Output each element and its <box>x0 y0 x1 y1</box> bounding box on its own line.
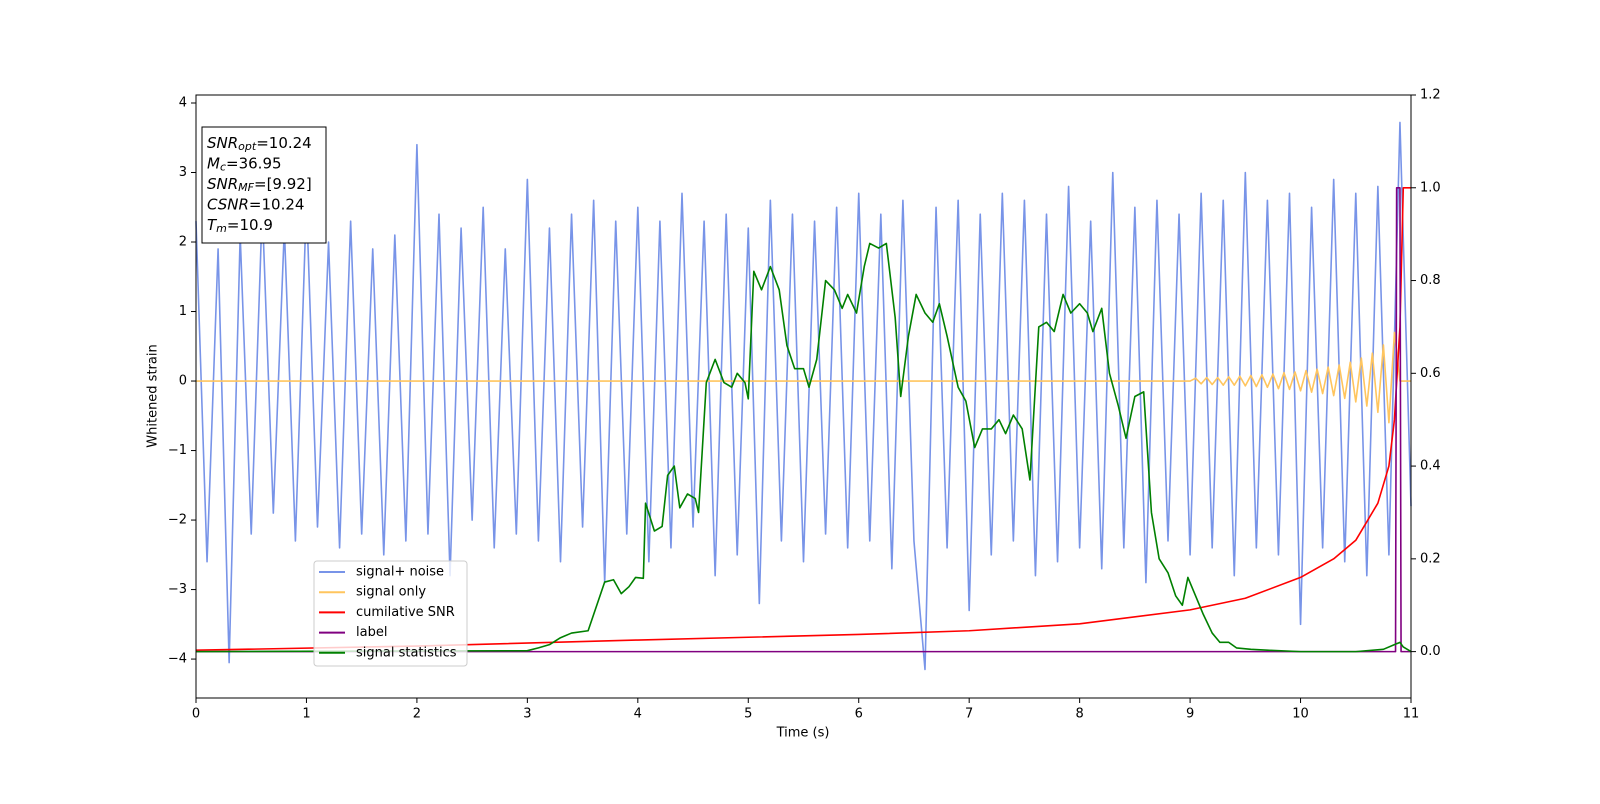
y-tick-label: 2 <box>179 235 187 250</box>
y2-tick-label: 1.2 <box>1420 88 1441 103</box>
series-line <box>195 242 1412 653</box>
annotation-value: =36.95 <box>226 154 282 172</box>
legend-label: signal statistics <box>356 645 457 660</box>
legend-label: signal only <box>356 585 426 600</box>
annotation-sub: MF <box>238 181 254 194</box>
y2-tick-label: 1.0 <box>1420 180 1441 195</box>
axes-frame <box>195 94 1412 699</box>
y-tick-label: 1 <box>179 304 187 319</box>
y2-tick-label: 0.4 <box>1420 459 1441 474</box>
x-axis-label: Time (s) <box>776 726 830 741</box>
x-tick-label: 1 <box>302 707 310 722</box>
plot-area <box>195 121 1412 671</box>
legend-label: label <box>356 625 387 640</box>
y-tick-label: 0 <box>179 374 187 389</box>
x-tick-label: 4 <box>634 707 642 722</box>
y-tick-label: −2 <box>168 513 187 528</box>
legend: signal+ noise signal only cumilative SNR la… <box>313 560 468 667</box>
series-line <box>196 186 1411 653</box>
annotation-line: SNRMF=[9.92] <box>207 175 312 195</box>
annotation-line: CSNR=10.24 <box>207 195 304 213</box>
annotation-name: T <box>207 216 218 234</box>
y-tick-label: −3 <box>168 582 187 597</box>
y-axis-label: Whitened strain <box>146 344 161 447</box>
x-tick-label: 11 <box>1403 707 1420 722</box>
annotation-sub: m <box>216 222 227 235</box>
series-line <box>195 121 1412 671</box>
x-tick-label: 5 <box>744 707 752 722</box>
y2-tick-label: 0.0 <box>1420 644 1441 659</box>
legend-label: cumilative SNR <box>356 605 455 620</box>
x-tick-label: 6 <box>855 707 863 722</box>
annotation-value: =10.24 <box>256 134 312 152</box>
annotation-value: =10.9 <box>227 216 273 234</box>
legend-frame <box>313 560 468 667</box>
y2-tick-label: 0.2 <box>1420 551 1441 566</box>
annotation-sub: opt <box>238 140 257 153</box>
x-tick-label: 2 <box>413 707 421 722</box>
x-tick-label: 8 <box>1075 707 1083 722</box>
x-tick-label: 7 <box>965 707 973 722</box>
x-tick-label: 0 <box>192 707 200 722</box>
legend-label: signal+ noise <box>356 565 444 580</box>
annotation-line: SNRopt=10.24 <box>207 134 312 154</box>
annotation-box: SNRopt=10.24Mc=36.95SNRMF=[9.92]CSNR=10.… <box>201 126 327 244</box>
y2-tick-label: 0.8 <box>1420 273 1441 288</box>
y-tick-label: −1 <box>168 443 187 458</box>
series-line <box>196 331 1411 424</box>
y-tick-label: −4 <box>168 652 187 667</box>
annotation-name: SNR <box>207 175 238 193</box>
annotation-name: CSNR <box>207 195 249 213</box>
annotation-line: Tm=10.9 <box>207 216 273 236</box>
y-tick-label: 4 <box>179 95 187 110</box>
annotation-frame <box>201 126 327 244</box>
x-tick-label: 9 <box>1186 707 1194 722</box>
x-tick-label: 10 <box>1292 707 1309 722</box>
annotation-name: SNR <box>207 134 238 152</box>
annotation-name: M <box>207 154 220 172</box>
annotation-sub: c <box>220 161 226 174</box>
y-tick-label: 3 <box>179 165 187 180</box>
annotation-value: =10.24 <box>249 195 305 213</box>
x-tick-label: 3 <box>523 707 531 722</box>
y2-tick-label: 0.6 <box>1420 366 1441 381</box>
annotation-value: =[9.92] <box>254 175 312 193</box>
annotation-line: Mc=36.95 <box>207 154 282 174</box>
